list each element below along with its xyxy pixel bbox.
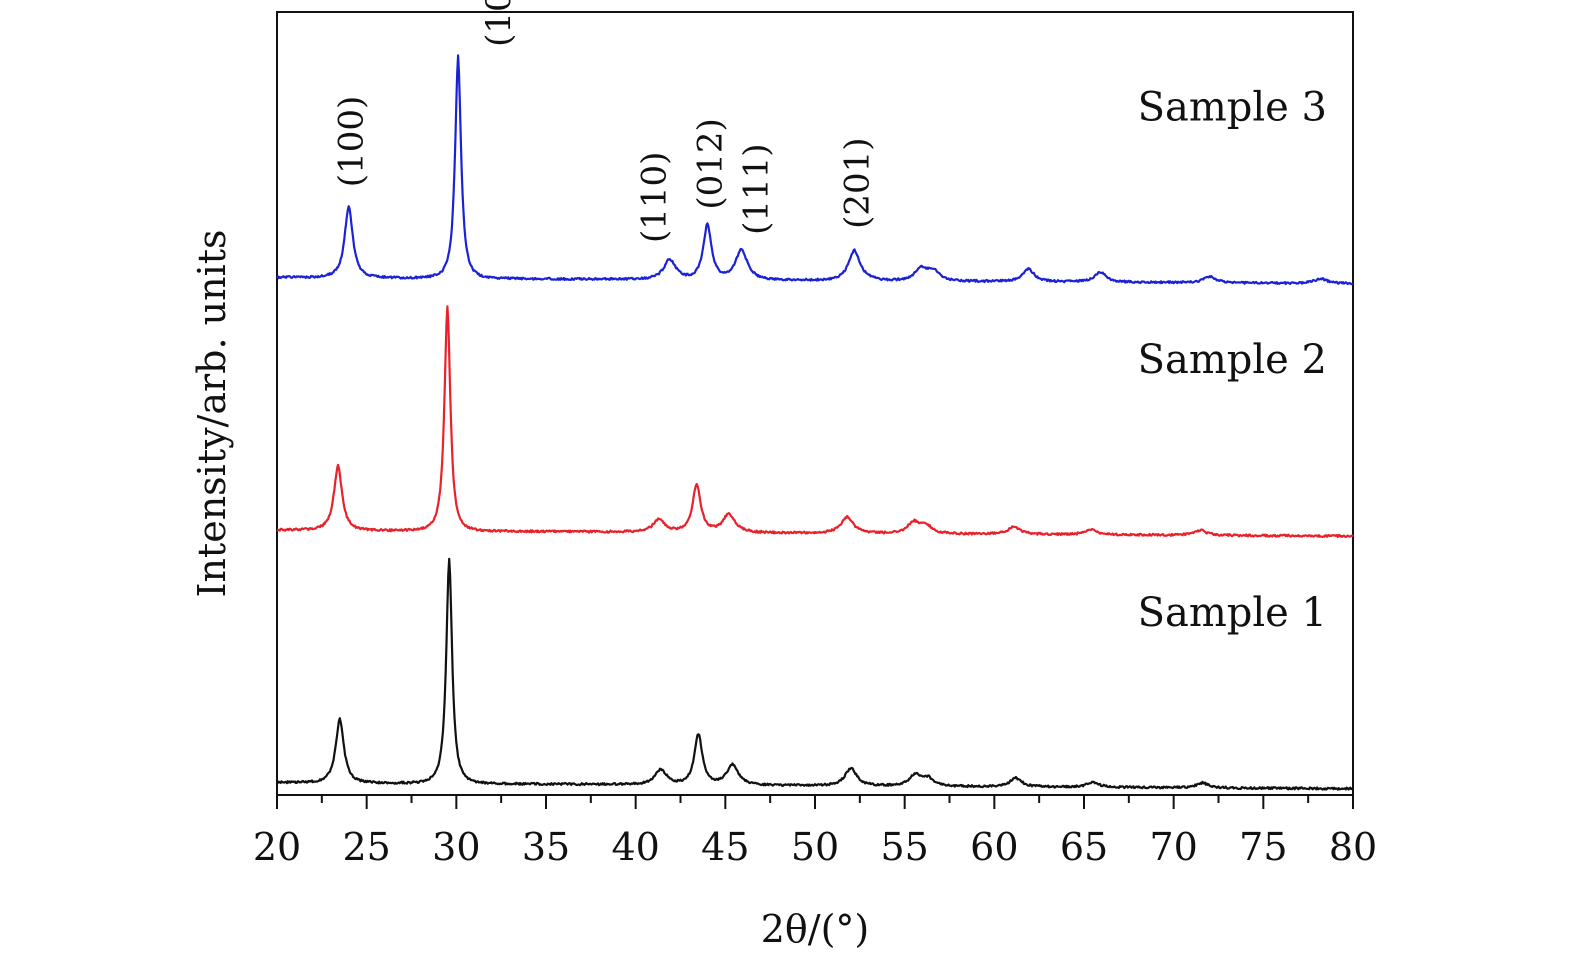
- peak-label: (012): [690, 118, 730, 209]
- x-tick-label: 80: [1329, 825, 1377, 869]
- peak-label: (201): [838, 137, 878, 228]
- x-tick-label: 20: [253, 825, 301, 869]
- x-tick-label: 55: [880, 825, 928, 869]
- series-group: [276, 54, 1354, 791]
- labels-group: Sample 1 Sample 2 Sample 3 (100) (101) (110) (…: [332, 0, 1327, 636]
- peak-label: (100): [332, 96, 372, 187]
- x-tick-label: 30: [432, 825, 480, 869]
- y-axis-title: Intensity/arb. units: [190, 229, 234, 597]
- x-tick-label: 60: [970, 825, 1018, 869]
- x-tick-label: 35: [522, 825, 570, 869]
- peak-label: (110): [635, 152, 675, 243]
- peak-label: (111): [737, 143, 777, 234]
- x-tick-label: 25: [342, 825, 390, 869]
- peak-label: (101): [479, 0, 519, 47]
- x-axis-title: 2θ/(°): [761, 907, 870, 951]
- x-tick-label: 50: [791, 825, 839, 869]
- series-label-sample-3: Sample 3: [1138, 85, 1327, 131]
- series-label-sample-2: Sample 2: [1138, 337, 1327, 383]
- series-line-sample-1: [276, 557, 1354, 791]
- series-line-sample-3: [276, 54, 1354, 286]
- series-line-sample-2: [276, 305, 1354, 539]
- x-tick-label: 40: [611, 825, 659, 869]
- x-tick-label: 75: [1239, 825, 1287, 869]
- x-ticks: 20 25 30 35 40 45 50 55 60 65 70 75 80: [253, 795, 1377, 869]
- series-label-sample-1: Sample 1: [1138, 590, 1327, 636]
- x-tick-label: 70: [1149, 825, 1197, 869]
- x-tick-label: 45: [701, 825, 749, 869]
- x-tick-label: 65: [1060, 825, 1108, 869]
